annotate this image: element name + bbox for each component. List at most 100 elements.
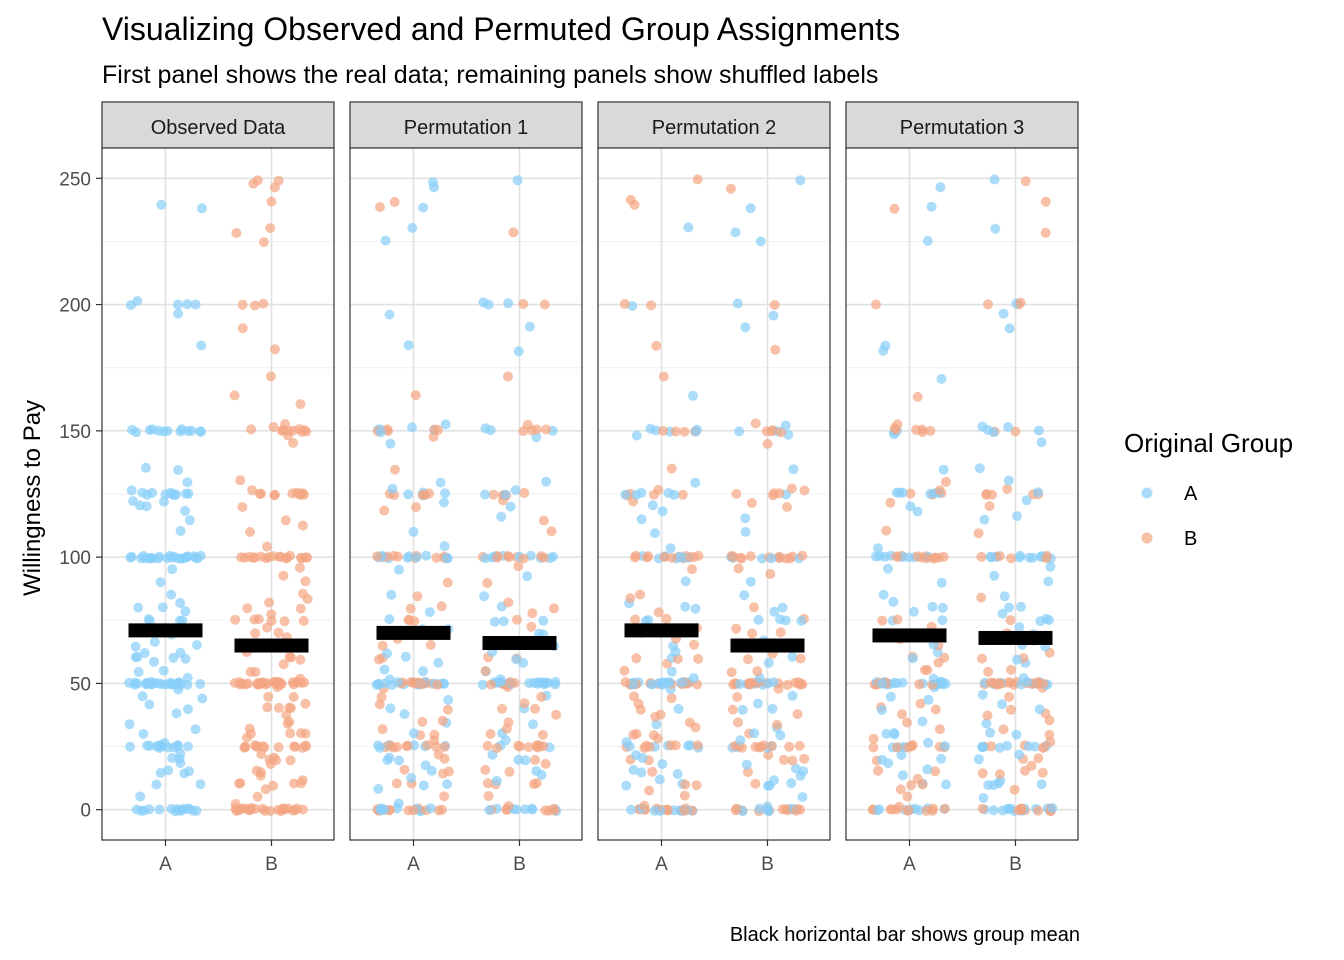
data-point — [133, 666, 144, 677]
data-point — [249, 300, 260, 311]
data-point — [796, 678, 807, 689]
data-point — [418, 202, 429, 213]
data-point — [777, 602, 788, 613]
data-point — [919, 665, 930, 675]
data-point — [441, 552, 452, 563]
data-point — [522, 419, 533, 430]
data-point — [195, 426, 206, 437]
data-point — [530, 754, 541, 765]
data-point — [530, 703, 541, 714]
data-point — [180, 606, 191, 617]
data-point — [679, 790, 690, 801]
data-point — [175, 598, 186, 608]
data-point — [732, 298, 743, 309]
data-point — [271, 755, 282, 766]
data-point — [503, 597, 514, 608]
data-point — [428, 177, 438, 188]
data-point — [173, 465, 184, 475]
data-point — [1033, 487, 1043, 498]
data-point — [171, 708, 182, 719]
data-point — [767, 703, 778, 714]
data-point — [620, 677, 631, 688]
data-point — [240, 742, 251, 753]
data-point — [431, 552, 442, 563]
data-point — [1003, 422, 1014, 433]
data-point — [993, 678, 1004, 688]
data-point — [399, 709, 410, 720]
data-point — [1040, 196, 1051, 207]
data-point — [511, 614, 522, 625]
data-point — [1023, 741, 1034, 752]
data-point — [740, 526, 751, 537]
data-point — [691, 780, 702, 791]
data-point — [788, 464, 799, 475]
data-point — [182, 299, 193, 310]
data-point — [538, 515, 549, 526]
data-point — [994, 551, 1005, 561]
data-point — [182, 741, 193, 752]
data-point — [636, 514, 647, 525]
data-point — [912, 391, 923, 402]
data-point — [410, 390, 421, 401]
data-point — [693, 653, 704, 664]
y-tick-label: 200 — [59, 296, 91, 317]
data-point — [1034, 704, 1045, 715]
data-point — [294, 424, 305, 434]
data-point — [877, 705, 887, 715]
data-point — [734, 426, 745, 437]
data-point — [417, 716, 428, 727]
data-point — [795, 653, 806, 664]
data-point — [989, 174, 1000, 185]
data-point — [647, 766, 658, 777]
data-point — [256, 767, 266, 778]
data-point — [786, 778, 797, 789]
data-point — [740, 513, 751, 524]
data-point — [237, 502, 248, 512]
data-point — [128, 496, 139, 507]
data-point — [287, 677, 298, 688]
data-point — [126, 485, 137, 496]
legend-key — [1141, 532, 1153, 544]
data-point — [630, 614, 641, 625]
data-point — [408, 728, 419, 739]
data-point — [174, 615, 185, 626]
data-point — [263, 552, 274, 563]
data-point — [1040, 227, 1051, 238]
data-point — [983, 666, 994, 677]
data-point — [258, 298, 269, 309]
data-point — [373, 783, 384, 794]
data-point — [135, 791, 146, 802]
data-point — [180, 488, 191, 499]
data-point — [658, 425, 668, 436]
data-point — [745, 551, 756, 562]
data-point — [753, 614, 764, 625]
data-point — [977, 803, 988, 814]
data-point — [247, 485, 258, 496]
data-point — [619, 665, 630, 676]
data-point — [394, 564, 404, 575]
data-point — [183, 704, 193, 715]
data-point — [687, 564, 697, 575]
data-point — [140, 462, 151, 473]
data-point — [141, 677, 152, 688]
data-point — [480, 666, 491, 676]
data-point — [132, 678, 143, 689]
data-point — [921, 805, 932, 816]
data-point — [935, 182, 946, 193]
data-point — [1002, 484, 1013, 494]
data-point — [974, 463, 985, 474]
data-point — [767, 425, 778, 436]
data-point — [655, 709, 666, 720]
data-point — [237, 299, 248, 310]
data-point — [518, 553, 529, 564]
data-point — [442, 704, 453, 715]
data-point — [288, 437, 299, 448]
data-point — [895, 784, 906, 795]
data-point — [997, 699, 1007, 710]
data-point — [979, 514, 990, 525]
x-tick-label: A — [159, 854, 172, 875]
data-point — [733, 717, 743, 728]
y-axis-title: Willingness to Pay — [19, 400, 46, 596]
data-point — [923, 694, 934, 705]
data-point — [990, 223, 1001, 234]
